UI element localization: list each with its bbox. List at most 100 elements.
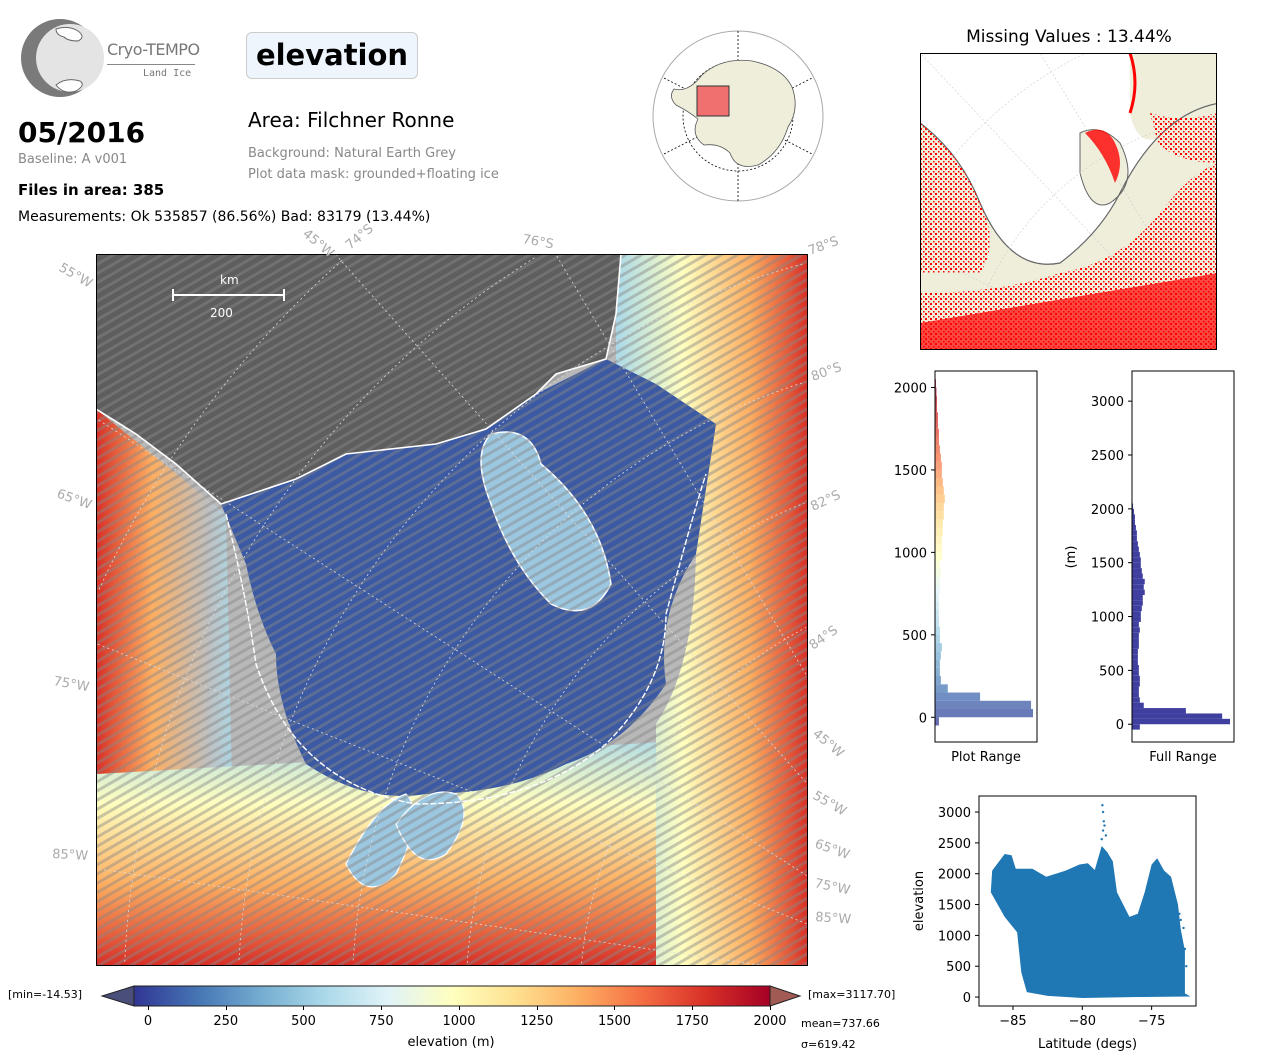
- histogram-bar: [1132, 508, 1134, 515]
- graticule-label: 75°W: [52, 674, 90, 695]
- histogram-bar: [1132, 557, 1141, 563]
- histogram-bar: [935, 412, 938, 421]
- scale-value: 200: [210, 306, 233, 320]
- graticule-label: 80°S: [809, 360, 844, 385]
- histogram-bar: [1132, 686, 1139, 692]
- colorbar-tick-label: 1250: [520, 1014, 554, 1029]
- missing-values-title: Missing Values : 13.44%: [966, 27, 1172, 47]
- y-tick-label: 0: [963, 991, 971, 1006]
- graticule-meridian: [96, 418, 807, 876]
- graticule-meridian: [556, 255, 807, 675]
- graticule-label: 84°S: [807, 623, 841, 653]
- histogram-bar: [935, 552, 942, 561]
- colorbar-sigma: σ=619.42: [801, 1038, 856, 1051]
- histogram-bar: [1132, 568, 1142, 574]
- y-tick-label: 2500: [1091, 449, 1124, 464]
- histogram-bar: [935, 420, 938, 429]
- colorbar-tick-mark: [303, 1006, 305, 1010]
- histogram-bar: [1132, 535, 1137, 542]
- scatter-point: [1161, 994, 1164, 997]
- y-tick-label: 2000: [1091, 503, 1124, 518]
- histogram-bar: [935, 379, 936, 388]
- missing-values-map: [920, 53, 1217, 350]
- histogram-bar: [1132, 584, 1144, 590]
- graticule-parallel: [352, 381, 806, 961]
- scatter-point: [1153, 993, 1156, 996]
- colorbar-label: elevation (m): [407, 1035, 495, 1050]
- scatter-point: [1102, 820, 1105, 823]
- histogram-bar: [935, 651, 941, 660]
- histogram-bar: [935, 544, 942, 553]
- graticule-meridian: [96, 868, 760, 965]
- scatter-point: [1100, 837, 1103, 841]
- scatter-point: [1179, 918, 1182, 922]
- variable-title: elevation: [246, 32, 418, 79]
- graticule-label: 65°W: [813, 837, 852, 863]
- colorbar-min-extend: [100, 985, 135, 1007]
- histogram-bar: [935, 478, 943, 487]
- date-label: 05/2016: [18, 116, 146, 149]
- x-axis-label: Latitude (degs): [1038, 1037, 1137, 1052]
- histogram-bar: [1132, 654, 1138, 660]
- histogram-bar: [1132, 638, 1139, 644]
- colorbar-min-label: [min=-14.53]: [8, 988, 83, 1001]
- histogram-bar: [1132, 627, 1140, 633]
- scatter-frame: [978, 795, 1197, 1007]
- histogram-bar: [935, 601, 939, 611]
- histogram-frame: [934, 370, 1038, 743]
- colorbar-tick-mark: [770, 1006, 771, 1010]
- y-tick-label: 2000: [938, 868, 971, 883]
- histogram-bar: [935, 700, 1032, 710]
- graticule-label: 45°W: [809, 727, 846, 762]
- histogram-bar: [935, 502, 944, 512]
- histogram-bar: [935, 717, 939, 726]
- graticule-parallel: [98, 258, 345, 590]
- colorbar-tick-mark: [536, 1006, 538, 1010]
- graticule-label: 55°W: [810, 788, 849, 819]
- y-tick-label: 500: [1099, 664, 1124, 679]
- scatter-point: [1103, 824, 1106, 827]
- colorbar-tick-label: 2000: [753, 1014, 787, 1029]
- histogram-bar: [935, 676, 941, 685]
- colorbar-tick-label: 1500: [597, 1014, 632, 1029]
- y-axis-label: (m): [1064, 546, 1079, 569]
- histogram-bar: [1132, 697, 1140, 703]
- colorbar-tick-mark: [225, 1006, 227, 1010]
- histogram-bar: [1132, 681, 1140, 687]
- logo-title: Cryo-TEMPO: [107, 40, 200, 59]
- histogram-bar: [1132, 578, 1145, 585]
- histogram-bar: [1132, 718, 1230, 725]
- colorbar-tick-mark: [614, 1006, 616, 1010]
- scale-unit: km: [220, 273, 239, 287]
- y-tick-label: 1500: [938, 899, 971, 914]
- histogram-bar: [1132, 713, 1223, 719]
- colorbar-tick-mark: [147, 1006, 149, 1010]
- histogram-bar: [1132, 595, 1143, 601]
- logo-subtitle: Land Ice: [143, 68, 192, 79]
- colorbar-tick-label: 500: [291, 1014, 316, 1029]
- colorbar-max-extend: [769, 985, 802, 1007]
- histogram-bar: [1132, 541, 1138, 547]
- y-tick-label: 2000: [894, 381, 927, 396]
- colorbar-gradient: [133, 985, 771, 1007]
- area-label: Area: Filchner Ronne: [248, 108, 455, 132]
- histogram-bar: [935, 535, 942, 545]
- histogram-bar: [1132, 514, 1135, 520]
- histogram-bar: [1132, 659, 1138, 665]
- background-label: Background: Natural Earth Grey: [248, 146, 456, 161]
- histogram-bar: [935, 494, 945, 503]
- histogram-bar: [1132, 551, 1140, 558]
- colorbar-tick-mark: [381, 1006, 383, 1010]
- histogram-bar: [935, 568, 941, 578]
- scatter-point-cloud: [990, 845, 1191, 998]
- elevation-map: km 200 45°W 74°S 76°S 78°S 55°W 65°W 75°…: [52, 221, 852, 966]
- graticule-parallel: [581, 627, 807, 964]
- scatter-point: [1101, 810, 1105, 814]
- histogram-bar: [935, 593, 939, 602]
- histogram-bar: [1132, 519, 1135, 525]
- histogram-bar: [935, 436, 939, 446]
- x-tick-label: −85: [999, 1014, 1026, 1029]
- colorbar-max-label: [max=3117.70]: [808, 988, 896, 1001]
- histogram-bar: [935, 626, 940, 635]
- histogram-bar: [935, 469, 942, 479]
